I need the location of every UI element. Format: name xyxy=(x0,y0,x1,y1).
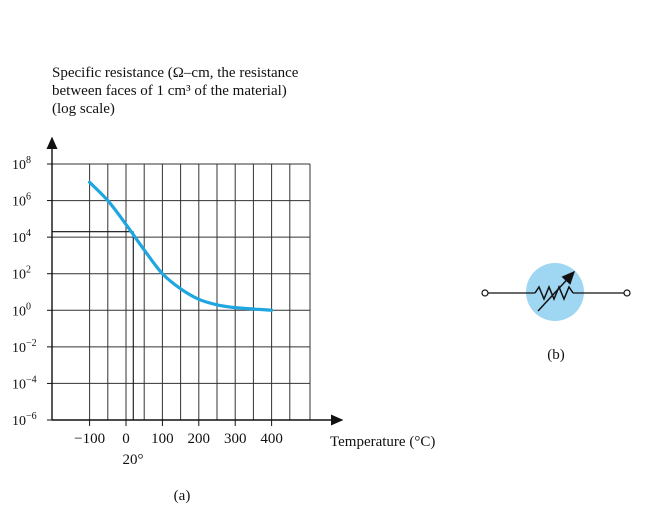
x-tick-label: 200 xyxy=(188,431,211,447)
y-tick-label: 102 xyxy=(12,265,31,283)
y-tick-label: 10−4 xyxy=(12,374,37,392)
x-tick-label: −100 xyxy=(74,431,105,447)
x-tick-label: 100 xyxy=(151,431,174,447)
caption-b: (b) xyxy=(547,347,565,363)
y-axis-label-line-1: Specific resistance (Ω–cm, the resistanc… xyxy=(52,65,299,81)
caption-a: (a) xyxy=(174,488,191,504)
left-terminal xyxy=(481,289,489,297)
y-tick-label: 100 xyxy=(12,301,31,319)
y-tick-label: 106 xyxy=(12,192,31,210)
series-layer xyxy=(88,180,274,312)
grid xyxy=(52,163,311,420)
x-tick-label: 300 xyxy=(224,431,247,447)
right-terminal xyxy=(623,289,631,297)
y-tick-label: 10−6 xyxy=(12,411,37,429)
axes xyxy=(46,136,344,426)
variable-arrow xyxy=(537,270,576,312)
x-tick-labels: −100 0 100 200 300 400 xyxy=(74,420,283,447)
series-line xyxy=(88,180,274,312)
resistor-zigzag xyxy=(534,285,574,301)
x-axis-label: Temperature (°C) xyxy=(330,434,435,450)
y-tick-label: 104 xyxy=(12,228,31,246)
x-tick-label: 0 xyxy=(122,431,130,447)
y-tick-labels: 108 106 104 102 100 10−2 10−4 10−6 xyxy=(12,155,52,429)
thermistor-symbol-icon xyxy=(481,263,631,321)
y-tick-label: 108 xyxy=(12,155,31,173)
reference-lines xyxy=(52,231,134,420)
x-reference-annotation: 20° xyxy=(123,452,144,468)
x-tick-label: 400 xyxy=(260,431,283,447)
y-tick-label: 10−2 xyxy=(12,338,37,356)
y-axis-label-line-2: between faces of 1 cm³ of the material) xyxy=(52,83,287,99)
y-axis-label-line-3: (log scale) xyxy=(52,101,115,117)
